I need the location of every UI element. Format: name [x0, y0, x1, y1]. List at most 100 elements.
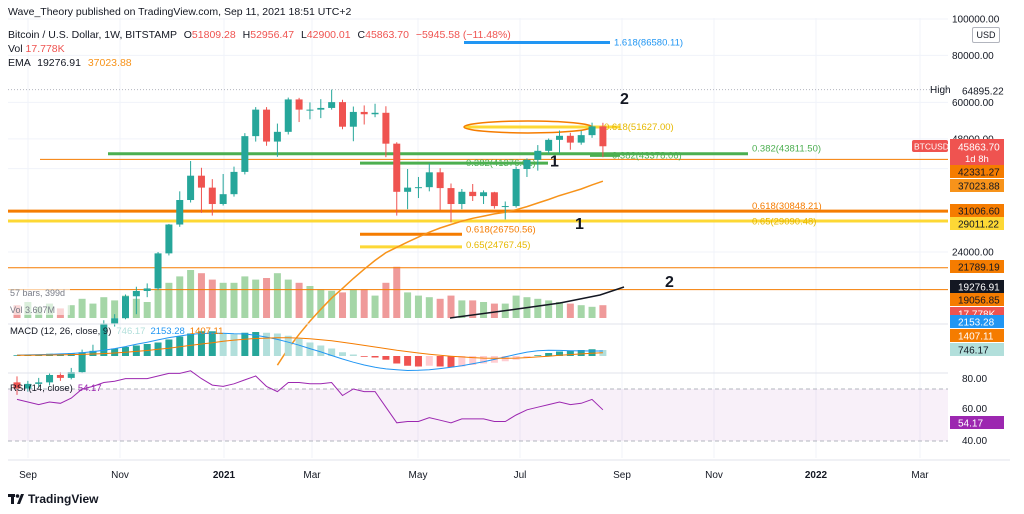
- rsi-tick-label: 60.00: [962, 404, 987, 415]
- candle-body: [523, 159, 531, 170]
- macd-histogram-bar: [306, 342, 314, 356]
- open-label: O: [183, 29, 192, 41]
- volume-bar: [154, 289, 162, 318]
- macd-histogram-bar: [523, 356, 531, 358]
- last-price-value: 45863.70: [958, 143, 1000, 154]
- candle-body: [349, 111, 357, 127]
- candle-body: [339, 102, 346, 127]
- candle-body: [534, 150, 542, 160]
- macd-histogram-bar: [339, 352, 346, 356]
- rsi-tick-label: 40.00: [962, 436, 987, 447]
- volume-legend[interactable]: Vol 17.778K: [8, 43, 65, 56]
- price-tag-value: 19276.91: [958, 283, 1000, 294]
- candle-body: [176, 200, 184, 225]
- ema-legend[interactable]: EMA 19276.91 37023.88: [8, 57, 132, 70]
- volume-bar: [458, 300, 466, 318]
- price-tag-bg: [950, 139, 1004, 165]
- symbol-legend[interactable]: Bitcoin / U.S. Dollar, 1W, BITSTAMP O518…: [8, 29, 511, 42]
- tradingview-icon: [8, 494, 24, 504]
- tradingview-logo[interactable]: TradingView: [8, 492, 98, 506]
- price-tag-bg: [950, 280, 1004, 293]
- price-tag-value: 54.17: [958, 419, 983, 430]
- volume-bar: [111, 300, 119, 318]
- volume-bar: [176, 276, 184, 318]
- price-tag-value: 21789.19: [958, 263, 1000, 274]
- symbol-tag-bg: [912, 140, 948, 152]
- macd-histogram-bar: [360, 356, 368, 357]
- volume-bar: [436, 298, 444, 318]
- volume-bar: [67, 305, 75, 318]
- candle-body: [241, 136, 249, 172]
- macd-histogram-bar: [425, 356, 433, 366]
- macd-histogram-bar: [382, 356, 390, 360]
- candle-body: [263, 109, 271, 142]
- candle-body: [360, 111, 368, 115]
- publisher-line: Wave_Theory published on TradingView.com…: [8, 6, 351, 19]
- time-tick-label: May: [409, 470, 428, 481]
- ema-slow-line: [276, 180, 604, 366]
- macd-histogram-bar: [176, 336, 184, 356]
- volume-bar: [197, 273, 205, 318]
- volume-bar: [556, 302, 563, 318]
- vol-value: 17.778K: [25, 43, 65, 55]
- volume-bar: [89, 303, 97, 318]
- candle-body: [122, 296, 129, 319]
- fib-level-label: 0.382(43378.06): [612, 150, 682, 161]
- price-tick-label: 100000.00: [952, 15, 1000, 26]
- time-tick-label: Nov: [705, 470, 723, 481]
- macd-histogram-bar: [187, 333, 195, 356]
- macd-histogram-bar: [447, 356, 455, 368]
- macd-histogram-bar: [111, 348, 119, 356]
- ema-fast-line: [449, 286, 625, 319]
- rsi-legend-value: 54.17: [78, 383, 102, 394]
- volume-bar: [219, 282, 227, 318]
- candle-body: [480, 192, 488, 197]
- volume-bar: [100, 297, 108, 318]
- close-label: C: [357, 29, 366, 41]
- price-tag-bg: [950, 217, 1004, 230]
- rsi-tick-label: 80.00: [962, 374, 987, 385]
- macd-legend-value: 746.17: [116, 326, 145, 337]
- fib-level-label: 1.618(86580.11): [614, 38, 683, 49]
- volume-bar: [588, 306, 596, 318]
- macd-histogram-bar: [349, 354, 357, 356]
- candle-body: [208, 187, 216, 205]
- price-tag-bg: [950, 165, 1004, 178]
- macd-histogram-bar: [317, 345, 325, 356]
- price-tag-value: 19056.85: [958, 296, 1000, 307]
- ema-value-1: 19276.91: [37, 57, 81, 69]
- rsi-band: [8, 389, 948, 441]
- wave-label: 1: [550, 154, 559, 171]
- candle-body: [197, 175, 205, 188]
- macd-histogram-bar: [588, 349, 596, 356]
- rsi-line: [16, 370, 604, 424]
- currency-button[interactable]: USD: [972, 27, 1000, 43]
- candle-body: [328, 102, 336, 108]
- signal-line: [16, 337, 603, 359]
- volume-bar: [349, 289, 357, 318]
- volume-bar: [317, 289, 325, 318]
- macd-histogram-bar: [371, 356, 379, 358]
- candle-body: [588, 126, 596, 136]
- volume-bar: [490, 303, 498, 318]
- vol-label: Vol: [8, 43, 23, 55]
- macd-histogram-bar: [100, 350, 108, 356]
- time-tick-label: 2022: [805, 470, 828, 481]
- fib-level-label: 0.382(41376.01): [466, 158, 536, 169]
- price-tag-bg: [950, 416, 1004, 429]
- macd-legend-value: 2153.28: [150, 326, 184, 337]
- close-value: 45863.70: [365, 29, 409, 41]
- macd-histogram-bar: [273, 333, 281, 356]
- candle-body: [599, 126, 607, 147]
- volume-bar: [480, 302, 488, 318]
- volume-bar: [469, 300, 477, 318]
- candle-body: [35, 382, 43, 384]
- symbol-title: Bitcoin / U.S. Dollar, 1W, BITSTAMP: [8, 29, 177, 41]
- candle-body: [13, 382, 21, 389]
- time-tick-label: Nov: [111, 470, 129, 481]
- brand-text: TradingView: [28, 492, 99, 506]
- time-tick-label: Mar: [911, 470, 929, 481]
- change-value: −5945.58 (−11.48%): [415, 29, 511, 41]
- price-tag-bg: [950, 315, 1004, 328]
